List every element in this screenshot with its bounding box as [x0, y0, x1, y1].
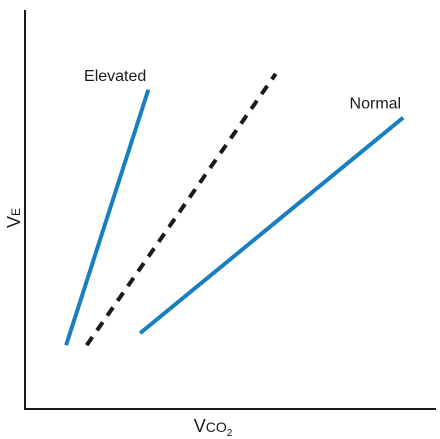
y-axis-label: VE — [4, 208, 24, 228]
chart-axes — [24, 10, 436, 410]
reference-series-line — [85, 72, 278, 347]
elevated-series-line — [64, 89, 151, 346]
normal-series-line — [138, 116, 405, 335]
series-layer — [64, 72, 405, 347]
y-axis-label-main: V — [4, 216, 24, 228]
y-axis-label-sub: E — [9, 208, 23, 216]
x-axis-label-subscript: 2 — [227, 428, 233, 439]
x-axis-label: VCO2 — [194, 416, 233, 439]
elevated-series-label: Elevated — [84, 68, 146, 85]
x-axis-label-main: V — [194, 416, 206, 436]
normal-series-label: Normal — [350, 96, 402, 113]
x-axis-label-sub: CO — [206, 419, 227, 435]
